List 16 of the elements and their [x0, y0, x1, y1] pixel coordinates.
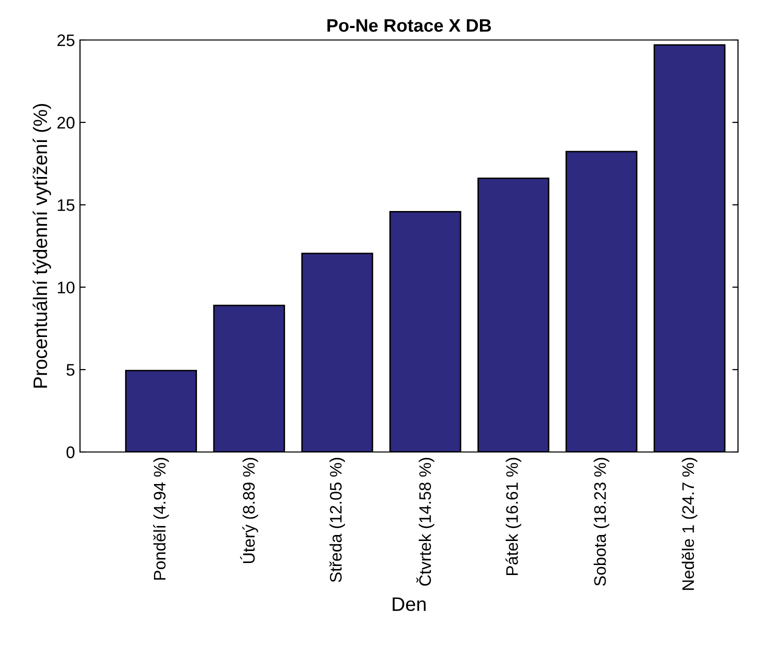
x-axis-title: Den [392, 597, 426, 612]
y-tick-label: 5 [66, 364, 74, 376]
y-tick-label: 20 [57, 116, 74, 129]
y-tick-label: 15 [58, 199, 74, 212]
x-tick-label: Pátek (16.61 %) [506, 458, 522, 575]
y-tick-label: 25 [57, 34, 74, 46]
x-tick-label: Pondělí (4.94 %) [153, 458, 169, 580]
x-tick-label: Středa (12.05 %) [329, 458, 345, 582]
y-axis-title: Procentuální týdenní vytížení (%) [32, 104, 52, 388]
chart-title: Po-Ne Rotace X DB [327, 19, 491, 32]
x-tick-label: Čtvrtek (14.58 %) [416, 458, 434, 586]
y-tick-label: 0 [66, 446, 74, 458]
y-tick-label: 10 [58, 282, 74, 294]
x-tick-label: Neděle 1 (24.7 %) [682, 458, 698, 590]
x-tick-label: Úterý (8.89 %) [240, 458, 258, 564]
x-tick-label: Sobota (18.23 %) [594, 458, 610, 586]
